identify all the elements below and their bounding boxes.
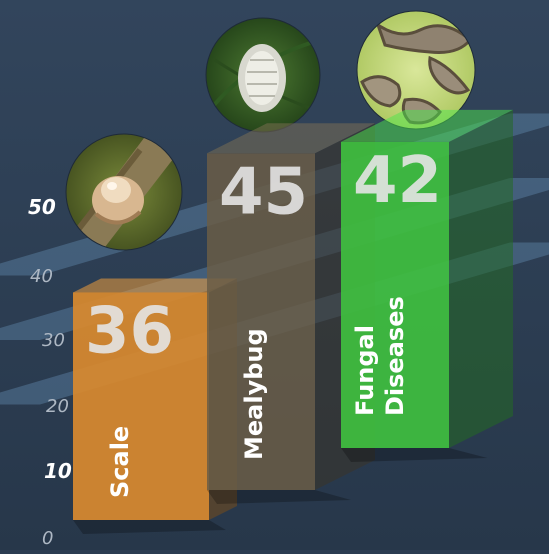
bar-top-face	[207, 123, 375, 154]
y-tick-label: 10	[44, 459, 72, 483]
bar-front-face	[73, 292, 209, 520]
bar-top-face	[341, 109, 513, 142]
value-label: 42	[353, 144, 442, 218]
category-label: Fungal	[351, 325, 379, 416]
bar-shadow	[207, 490, 351, 504]
y-axis: 0 10 20 30 40 50	[28, 195, 72, 549]
category-label: Mealybug	[240, 328, 268, 460]
category-label: Scale	[106, 426, 134, 498]
category-label: Diseases	[381, 296, 409, 416]
y-tick-label: 30	[42, 330, 65, 351]
bar-top-face	[73, 278, 237, 293]
value-label: 36	[85, 294, 174, 368]
bar-front-face	[341, 141, 449, 448]
y-tick-label: 20	[46, 396, 69, 417]
scale-insect-photo	[65, 133, 183, 251]
y-tick-label: 40	[30, 266, 53, 287]
bar-fungal-diseases: 42 Fungal Diseases	[341, 109, 513, 462]
y-tick-label: 0	[42, 528, 53, 549]
bar-shadow	[341, 448, 488, 462]
fungal-leaf-spot-photo	[356, 10, 476, 130]
y-tick-label: 50	[28, 195, 56, 219]
bars-layer: 36 Scale 45 Mealybug 42 Fungal Diseases	[73, 109, 513, 534]
bar-front-face	[207, 153, 315, 490]
bar-scale: 36 Scale	[73, 278, 237, 534]
value-label: 45	[219, 155, 308, 229]
mealybug-photo	[205, 17, 321, 133]
bar-shadow	[73, 520, 226, 534]
bar-side-face	[449, 109, 513, 449]
